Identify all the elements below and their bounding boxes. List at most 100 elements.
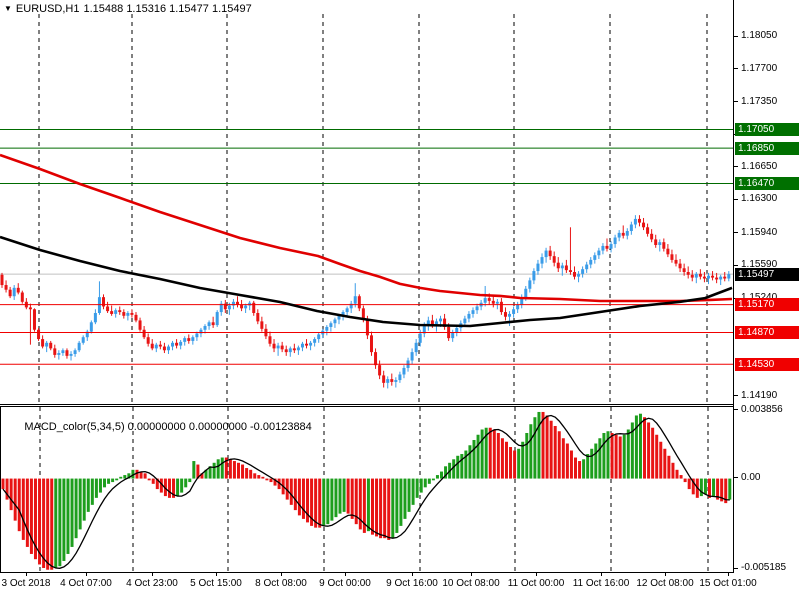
time-tick-mark (665, 572, 666, 576)
candle-body (434, 321, 438, 325)
price-tick-label: 1.15940 (741, 226, 778, 238)
macd-bar (504, 441, 508, 479)
candle-body (670, 254, 674, 260)
macd-bar (606, 431, 610, 479)
candle-body (532, 271, 536, 281)
macd-bar (675, 469, 679, 479)
macd-bar (362, 478, 366, 533)
time-tick-mark (412, 572, 413, 576)
candle-body (374, 352, 378, 366)
macd-bar (346, 478, 350, 514)
candle-body (179, 341, 183, 346)
price-axis[interactable]: 1.180501.177001.173501.170001.166501.163… (733, 0, 800, 574)
macd-bar (517, 448, 521, 479)
macd-bar (630, 422, 634, 479)
candle-body (219, 303, 223, 313)
macd-bar (569, 450, 573, 479)
candle-body (154, 344, 158, 349)
resistance-price-badge: 1.16470 (735, 177, 799, 190)
candle-body (191, 337, 195, 341)
macd-bar (228, 459, 232, 479)
candle-body (223, 303, 227, 310)
macd-bar (253, 473, 257, 479)
time-tick-mark (601, 572, 602, 576)
macd-bar (115, 478, 119, 481)
candle-body (540, 257, 544, 264)
macd-canvas[interactable] (1, 407, 733, 572)
candle-body (609, 244, 613, 249)
ma-red-line (0, 153, 733, 303)
candle-body (369, 335, 373, 353)
candle-body (690, 274, 694, 278)
candle-body (581, 269, 585, 274)
macd-bar (98, 478, 102, 493)
macd-bar (9, 478, 13, 511)
candle-body (231, 301, 235, 306)
macd-bar (557, 431, 561, 479)
ma-black-line (0, 235, 733, 328)
macd-bar (553, 425, 557, 479)
price-tick-mark (734, 166, 738, 168)
candle-body (114, 310, 118, 314)
time-axis[interactable]: 3 Oct 2018 4 Oct 07:00 4 Oct 23:00 5 Oct 15… (0, 572, 800, 600)
macd-bar (245, 468, 249, 479)
time-tick-mark (471, 572, 472, 576)
macd-bar (212, 462, 216, 479)
candle-body (658, 242, 662, 245)
candle-body (613, 237, 617, 245)
symbol-dropdown-icon[interactable]: ▼ (4, 4, 12, 13)
candle-body (646, 227, 650, 234)
current-price-badge: 1.15497 (735, 267, 799, 281)
macd-tick-label: -0.005185 (741, 562, 787, 574)
macd-bar (334, 478, 338, 518)
candle-body (573, 272, 577, 277)
macd-bar (155, 478, 159, 490)
time-tick-mark (26, 572, 27, 576)
macd-bar (496, 432, 500, 479)
macd-bar (216, 459, 220, 479)
candle-body (426, 320, 430, 327)
macd-bar (549, 420, 553, 479)
macd-bar (70, 478, 74, 547)
candle-body (475, 306, 479, 311)
candle-body (296, 347, 300, 351)
macd-bar (366, 478, 370, 532)
macd-bar (200, 473, 204, 479)
macd-bar (460, 454, 464, 479)
macd-bar (561, 438, 565, 479)
candle-body (20, 292, 24, 302)
macd-bar (399, 478, 403, 526)
macd-bar (78, 478, 82, 530)
candle-body (495, 301, 499, 304)
candle-body (252, 302, 256, 313)
macd-bar (513, 450, 517, 479)
macd-bar (679, 475, 683, 479)
time-tick-mark (536, 572, 537, 576)
macd-bar (297, 478, 301, 516)
time-tick-label: 12 Oct 08:00 (636, 578, 694, 589)
candle-body (53, 348, 57, 355)
candle-body (85, 331, 89, 338)
macd-bar (643, 417, 647, 479)
macd-bar (180, 478, 184, 493)
macd-bar (435, 475, 439, 479)
macd-bar (326, 478, 330, 525)
candle-body (654, 239, 658, 245)
macd-bar (379, 478, 383, 539)
candle-body (325, 326, 329, 331)
macd-bar (354, 478, 358, 525)
macd-bar (671, 462, 675, 479)
candle-body (81, 337, 85, 343)
candle-body (162, 346, 166, 351)
support-price-badge: 1.14530 (735, 357, 799, 371)
macd-bar (224, 457, 228, 479)
macd-bar (5, 478, 9, 500)
price-tick-mark (734, 264, 738, 266)
macd-bar (431, 478, 435, 481)
macd-bar (651, 427, 655, 479)
price-chart-canvas[interactable] (0, 0, 733, 404)
candle-body (175, 342, 179, 346)
time-tick-label: 8 Oct 08:00 (255, 578, 307, 589)
time-tick-mark (345, 572, 346, 576)
macd-histogram (1, 411, 732, 570)
